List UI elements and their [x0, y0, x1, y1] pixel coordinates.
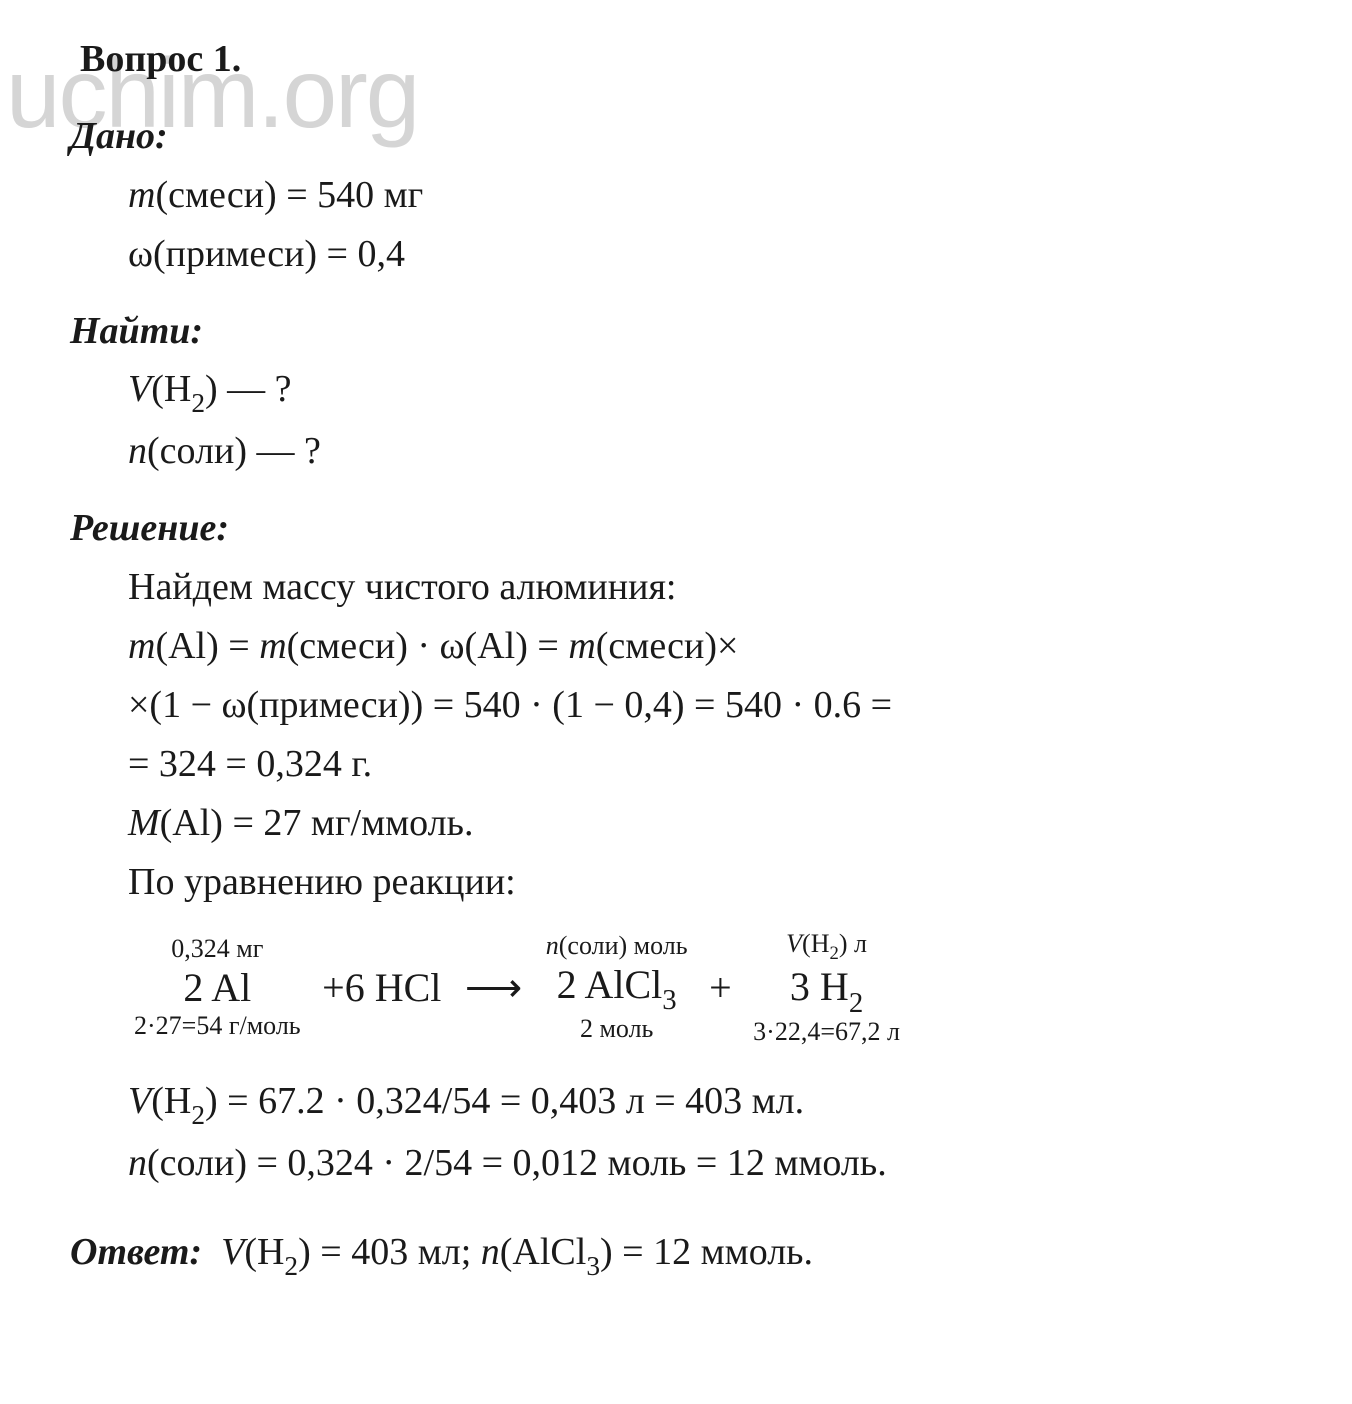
- eq-term-h2: V(H2) л 3 H2 3·22,4=67,2 л: [753, 930, 900, 1047]
- solution-post-1: n(соли) = 0,324 · 2/54 = 0,012 моль = 12…: [128, 1134, 1282, 1193]
- answer-line: Ответ: V(H2) = 403 мл; n(AlCl3) = 12 ммо…: [70, 1223, 1282, 1285]
- find-label: Найти:: [70, 302, 1282, 361]
- given-line-1: ω(примеси) = 0,4: [128, 225, 1282, 284]
- find-line-1: n(соли) — ?: [128, 422, 1282, 481]
- solution-label: Решение:: [70, 499, 1282, 558]
- given-label: Дано:: [70, 107, 1282, 166]
- find-line-0: V(H2) — ?: [128, 360, 1282, 422]
- answer-label: Ответ:: [70, 1231, 202, 1273]
- solution-line-5: По уравнению реакции:: [128, 853, 1282, 912]
- solution-line-3: = 324 = 0,324 г.: [128, 735, 1282, 794]
- solution-line-1: m(Al) = m(смеси) · ω(Al) = m(смеси)×: [128, 617, 1282, 676]
- reaction-equation: 0,324 мг 2 Al 2·27=54 г/моль +6 HCl ⟶ n(…: [128, 930, 1282, 1047]
- given-line-0: m(смеси) = 540 мг: [128, 166, 1282, 225]
- eq-term-hcl: +6 HCl: [322, 935, 441, 1040]
- eq-term-al: 0,324 мг 2 Al 2·27=54 г/моль: [134, 935, 301, 1040]
- question-title: Вопрос 1.: [80, 30, 1282, 89]
- solution-line-2: ×(1 − ω(примеси)) = 540 · (1 − 0,4) = 54…: [128, 676, 1282, 735]
- eq-term-plus: +: [709, 935, 732, 1040]
- eq-term-alcl3: n(соли) моль 2 AlCl3 2 моль: [546, 932, 688, 1044]
- solution-line-4: M(Al) = 27 мг/ммоль.: [128, 794, 1282, 853]
- solution-post-0: V(H2) = 67.2 · 0,324/54 = 0,403 л = 403 …: [128, 1072, 1282, 1134]
- solution-line-0: Найдем массу чистого алюминия:: [128, 558, 1282, 617]
- reaction-arrow-icon: ⟶: [465, 957, 522, 1019]
